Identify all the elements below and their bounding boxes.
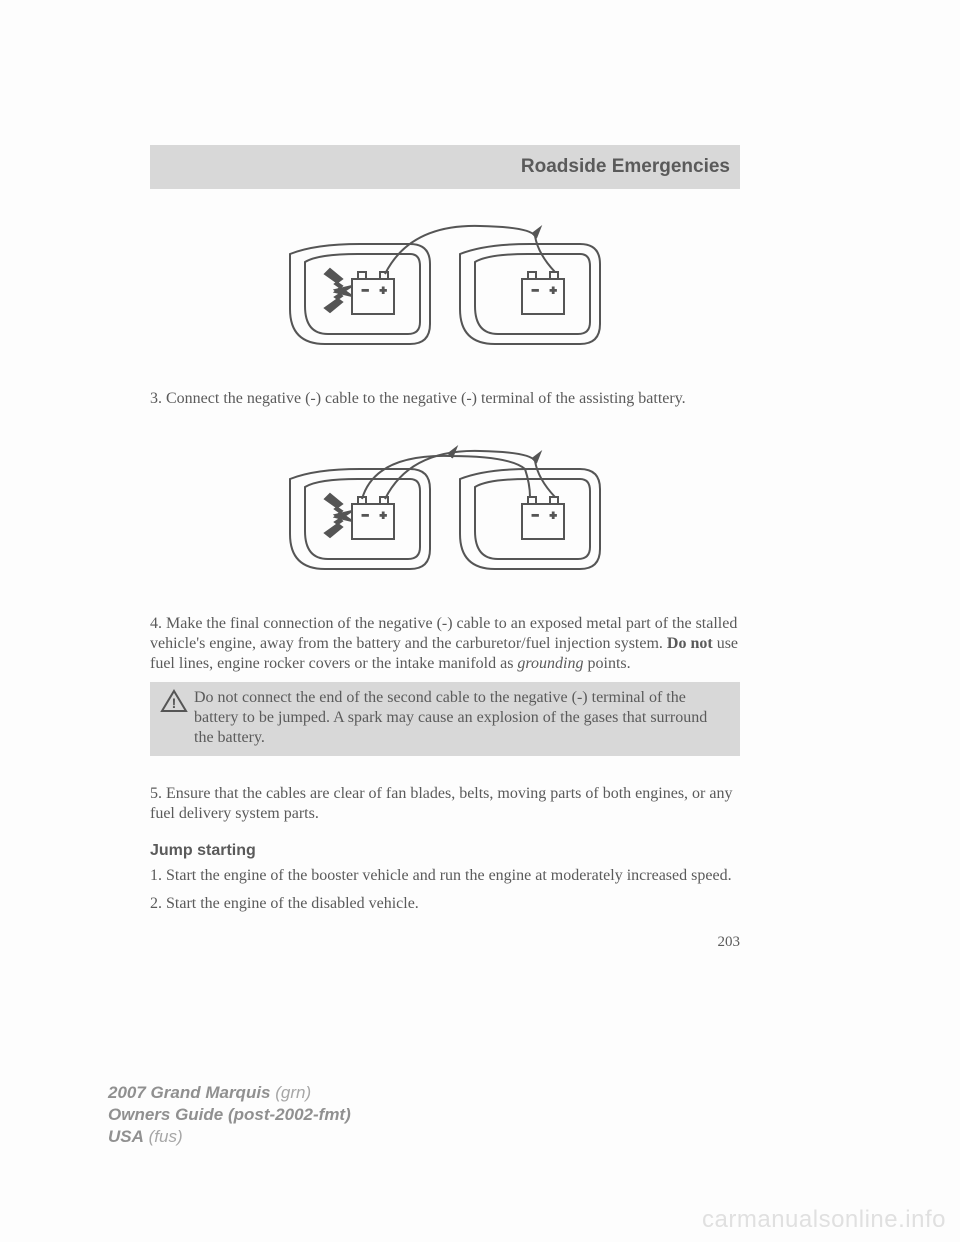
footer-guide: Owners Guide (post-2002-fmt) bbox=[108, 1105, 351, 1124]
svg-text:−: − bbox=[532, 285, 538, 297]
warning-box: ! Do not connect the end of the second c… bbox=[150, 682, 740, 756]
svg-text:−: − bbox=[362, 510, 368, 522]
svg-text:+: + bbox=[550, 285, 556, 297]
footer-model: 2007 Grand Marquis bbox=[108, 1083, 271, 1102]
svg-text:+: + bbox=[380, 510, 386, 522]
jumper-diagram-1: − + − + bbox=[280, 214, 610, 374]
footer-model-code: (grn) bbox=[271, 1083, 312, 1102]
footer-usa-code: (fus) bbox=[144, 1127, 183, 1146]
svg-text:!: ! bbox=[172, 695, 177, 711]
step-5: 5. Ensure that the cables are clear of f… bbox=[150, 784, 740, 824]
footer: 2007 Grand Marquis (grn) Owners Guide (p… bbox=[108, 1082, 351, 1148]
step4-c: points. bbox=[584, 655, 631, 672]
svg-text:+: + bbox=[380, 285, 386, 297]
step-4: 4. Make the final connection of the nega… bbox=[150, 614, 740, 674]
step4-bold: Do not bbox=[667, 635, 713, 652]
page-number: 203 bbox=[150, 934, 740, 951]
step4-italic: grounding bbox=[517, 655, 583, 672]
warning-icon: ! bbox=[160, 688, 188, 714]
jump-step-2: 2. Start the engine of the disabled vehi… bbox=[150, 894, 740, 914]
jump-step-1: 1. Start the engine of the booster vehic… bbox=[150, 866, 740, 886]
section-header-bar: Roadside Emergencies bbox=[150, 145, 740, 189]
svg-text:−: − bbox=[362, 285, 368, 297]
section-title: Roadside Emergencies bbox=[521, 156, 730, 178]
warning-text: Do not connect the end of the second cab… bbox=[194, 688, 730, 748]
svg-text:−: − bbox=[532, 510, 538, 522]
watermark: carmanualsonline.info bbox=[702, 1206, 946, 1234]
svg-text:+: + bbox=[550, 510, 556, 522]
footer-usa: USA bbox=[108, 1127, 144, 1146]
jumper-diagram-2: − + − + bbox=[280, 434, 610, 599]
step4-a: 4. Make the final connection of the nega… bbox=[150, 615, 737, 652]
jump-starting-heading: Jump starting bbox=[150, 842, 740, 860]
step-3: 3. Connect the negative (-) cable to the… bbox=[150, 389, 740, 409]
